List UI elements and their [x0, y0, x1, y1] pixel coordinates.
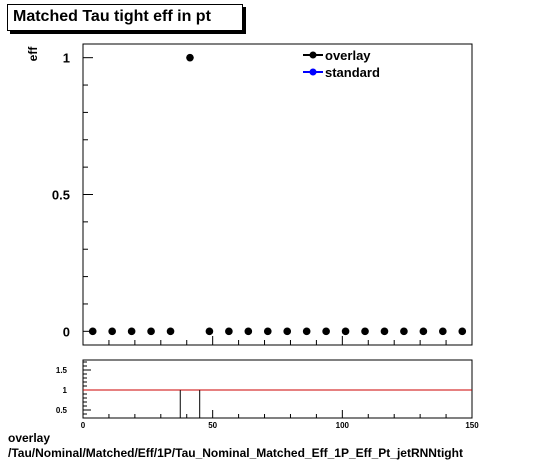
data-point-overlay: [361, 327, 369, 336]
legend-label-standard: standard: [325, 65, 380, 80]
ratio-plot: 0.5 1 1.5 0 50 100 150: [56, 359, 479, 430]
footer-path: /Tau/Nominal/Matched/Eff/1P/Tau_Nominal_…: [8, 446, 463, 460]
ratio-x-tick-label: 150: [465, 421, 479, 430]
data-point-overlay: [400, 327, 408, 336]
ratio-x-tick-label: 0: [81, 421, 86, 430]
data-point-overlay: [458, 327, 467, 336]
data-point-overlay: [147, 327, 155, 336]
data-point-overlay: [322, 327, 330, 336]
data-point-overlay: [302, 327, 311, 336]
y-tick-label: 0.5: [52, 188, 70, 203]
data-point-overlay: [341, 327, 350, 336]
chart-title: Matched Tau tight eff in pt: [13, 8, 211, 25]
chart-title-box: Matched Tau tight eff in pt: [7, 4, 243, 31]
legend-marker-overlay: [309, 51, 317, 59]
y-tick-label: 0: [63, 324, 70, 339]
data-point-overlay: [380, 327, 389, 336]
data-point-overlay: [419, 327, 428, 336]
data-point-overlay: [127, 327, 136, 336]
y-tick-label: 1: [63, 51, 70, 66]
ratio-y-tick-label: 1.5: [56, 366, 68, 375]
main-frame: [82, 43, 473, 346]
main-plot: 0 0.5 1 eff overlay standard: [26, 43, 473, 346]
ratio-y-tick-label: 0.5: [56, 406, 68, 415]
data-point-overlay: [108, 327, 116, 336]
legend-label-overlay: overlay: [325, 48, 371, 63]
data-point-overlay: [166, 327, 175, 336]
data-point-overlay: [186, 53, 194, 62]
data-point-overlay: [205, 327, 214, 336]
data-point-overlay: [283, 327, 292, 336]
footer-label: overlay: [8, 431, 51, 445]
data-point-overlay: [88, 327, 97, 336]
ratio-frame: [82, 359, 473, 419]
data-point-overlay: [244, 327, 253, 336]
y-axis-label: eff: [26, 46, 40, 62]
ratio-y-tick-label: 1: [63, 386, 68, 395]
legend-marker-standard: [309, 68, 317, 76]
data-point-overlay: [439, 327, 447, 336]
data-point-overlay: [263, 327, 272, 336]
data-point-overlay: [225, 327, 233, 336]
ratio-x-tick-label: 50: [208, 421, 217, 430]
ratio-x-tick-label: 100: [336, 421, 350, 430]
